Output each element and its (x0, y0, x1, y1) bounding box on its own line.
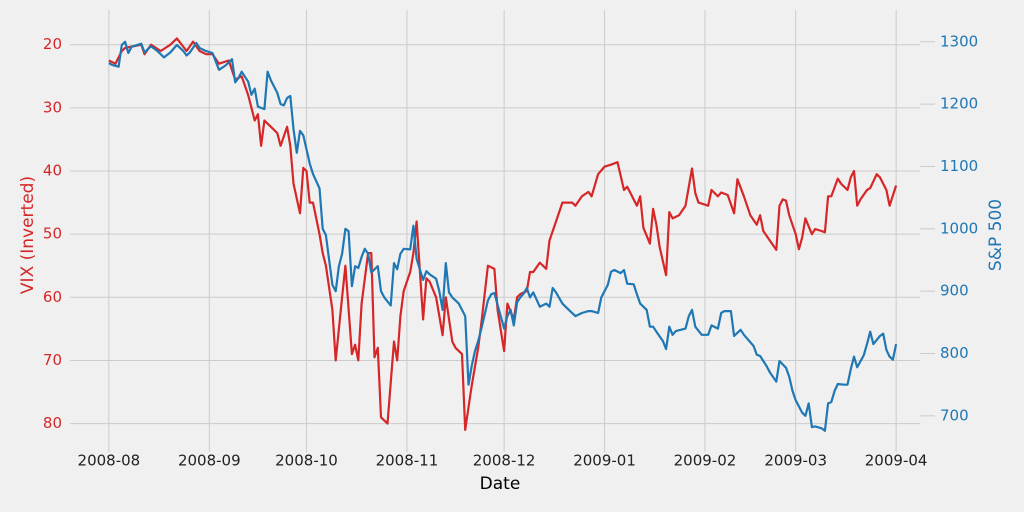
x-tick-label: 2008-09 (178, 452, 241, 470)
y2-tick-label: 700 (940, 406, 969, 424)
x-axis-label: Date (480, 474, 521, 494)
x-tick-label: 2008-08 (78, 452, 141, 470)
y-tick-label: 40 (43, 162, 62, 180)
line (108, 40, 898, 432)
y-tick-label: 60 (43, 288, 62, 306)
y-tick-label: 70 (43, 351, 62, 369)
y2-axis-label: S&P 500 (986, 199, 1006, 271)
x-tick-label: 2008-12 (473, 452, 536, 470)
x-tick-label: 2009-03 (764, 452, 827, 470)
y2-tick-label: 1200 (940, 95, 978, 113)
y-tick-label: 50 (43, 225, 62, 243)
y-tick-label: 30 (43, 98, 62, 116)
x-tick-label: 2008-11 (376, 452, 439, 470)
x-tick-label: 2009-01 (573, 452, 636, 470)
y-tick-label: 20 (43, 35, 62, 53)
y2-tick-label: 1100 (940, 157, 978, 175)
x-tick-label: 2008-10 (275, 452, 338, 470)
y2-tick-label: 1000 (940, 219, 978, 237)
y2-tick-label: 800 (940, 344, 969, 362)
y2-tick-label: 900 (940, 282, 969, 300)
y2-tick-label: 1300 (940, 32, 978, 50)
y-axis-label: VIX (Inverted) (18, 176, 38, 294)
x-tick-label: 2009-04 (865, 452, 928, 470)
y-tick-label: 80 (43, 414, 62, 432)
x-tick-label: 2009-02 (674, 452, 737, 470)
